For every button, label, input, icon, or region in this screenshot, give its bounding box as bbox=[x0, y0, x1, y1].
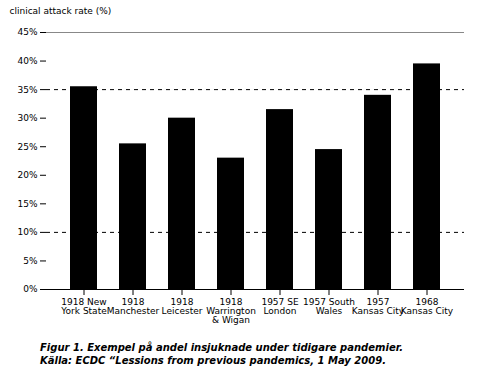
svg-text:1918 NewYork State: 1918 NewYork State bbox=[60, 297, 107, 316]
svg-text:10%: 10% bbox=[17, 227, 37, 237]
svg-text:15%: 15% bbox=[17, 199, 37, 209]
svg-text:0%: 0% bbox=[23, 284, 38, 294]
svg-text:1918Manchester: 1918Manchester bbox=[107, 297, 160, 316]
svg-text:clinical attack rate (%): clinical attack rate (%) bbox=[10, 6, 112, 16]
svg-text:45%: 45% bbox=[17, 27, 37, 37]
svg-text:1918Leicester: 1918Leicester bbox=[162, 297, 203, 316]
svg-text:1968Kansas City: 1968Kansas City bbox=[401, 297, 454, 316]
html-text:Figur 1. Exempel på andel insj: Figur 1. Exempel på andel insjuknade und… bbox=[40, 342, 403, 366]
svg-text:25%: 25% bbox=[17, 142, 37, 152]
svg-text:1957 SouthWales: 1957 SouthWales bbox=[303, 297, 355, 316]
svg-text:1957Kansas City: 1957Kansas City bbox=[352, 297, 405, 316]
svg-text:20%: 20% bbox=[17, 170, 37, 180]
svg-text:35%: 35% bbox=[17, 84, 37, 94]
svg-text:30%: 30% bbox=[17, 113, 37, 123]
svg-text:40%: 40% bbox=[17, 56, 37, 66]
svg-text:1918Warrington& Wigan: 1918Warrington& Wigan bbox=[206, 297, 256, 325]
svg-text:1957 SELondon: 1957 SELondon bbox=[261, 297, 298, 316]
svg-text:5%: 5% bbox=[23, 256, 38, 266]
